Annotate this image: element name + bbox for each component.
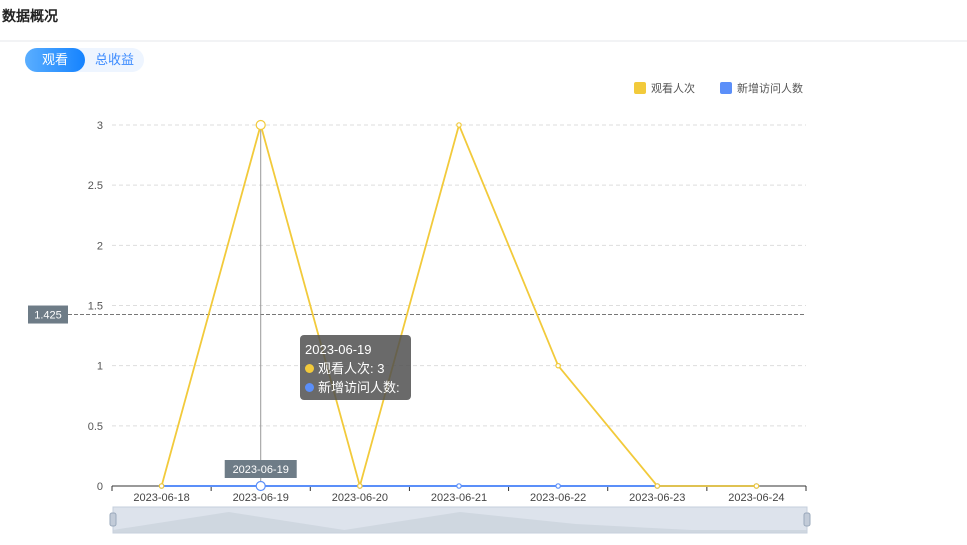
- data-point: [555, 362, 561, 369]
- y-tick-label: 3: [97, 120, 103, 132]
- tab-group: 观看 总收益: [25, 48, 144, 72]
- y-tick-label: 1: [97, 361, 103, 373]
- legend-swatch: [720, 82, 732, 94]
- crosshair-x-label: 2023-06-19: [233, 464, 289, 476]
- legend-swatch: [634, 82, 646, 94]
- legend-label: 观看人次: [651, 81, 695, 95]
- y-tick-label: 2.5: [88, 180, 103, 192]
- x-tick-label: 2023-06-19: [233, 492, 289, 504]
- data-zoom-preview: [113, 512, 807, 533]
- data-point: [255, 119, 266, 131]
- x-tick-label: 2023-06-21: [431, 492, 487, 504]
- legend-label: 新增访问人数: [737, 81, 803, 95]
- x-tick-label: 2023-06-24: [728, 492, 784, 504]
- y-tick-label: 0: [97, 481, 103, 493]
- data-point: [456, 122, 462, 128]
- tooltip-title: 2023-06-19: [305, 342, 372, 357]
- zoom-handle-right-icon: [803, 512, 811, 527]
- x-tick-label: 2023-06-23: [629, 492, 685, 504]
- data-point: [255, 480, 266, 492]
- crosshair-y-label: 1.425: [34, 310, 62, 322]
- data-point: [357, 483, 363, 489]
- y-tick-label: 0.5: [88, 421, 103, 433]
- tooltip-row: 观看人次: 3: [305, 359, 406, 378]
- crosshair-x-label-bg: [224, 460, 297, 478]
- tab-total-revenue[interactable]: 总收益: [94, 52, 134, 67]
- tooltip-row: 新增访问人数: 0: [305, 378, 406, 416]
- x-tick-label: 2023-06-20: [332, 492, 388, 504]
- page-title: 数据概况: [2, 8, 58, 24]
- data-point: [555, 483, 561, 489]
- crosshair-y-label-bg: [28, 305, 68, 324]
- data-point: [654, 483, 661, 489]
- data-point: [158, 483, 165, 489]
- data-point: [456, 483, 462, 489]
- x-tick-label: 2023-06-18: [133, 492, 189, 504]
- tooltip-row-label: 新增访问人数: 0: [305, 380, 400, 414]
- divider: [0, 40, 967, 42]
- zoom-handle-left-icon: [109, 512, 117, 527]
- tab-views[interactable]: 观看: [25, 48, 85, 72]
- series-dot-icon: [305, 364, 314, 373]
- x-tick-label: 2023-06-22: [530, 492, 586, 504]
- y-tick-label: 1.5: [88, 301, 103, 313]
- chart-tooltip: 2023-06-19 观看人次: 3 新增访问人数: 0: [300, 335, 411, 414]
- y-tick-label: 2: [97, 240, 103, 252]
- series-dot-icon: [305, 383, 314, 392]
- data-point: [753, 483, 760, 489]
- tooltip-row-label: 观看人次: 3: [318, 361, 385, 376]
